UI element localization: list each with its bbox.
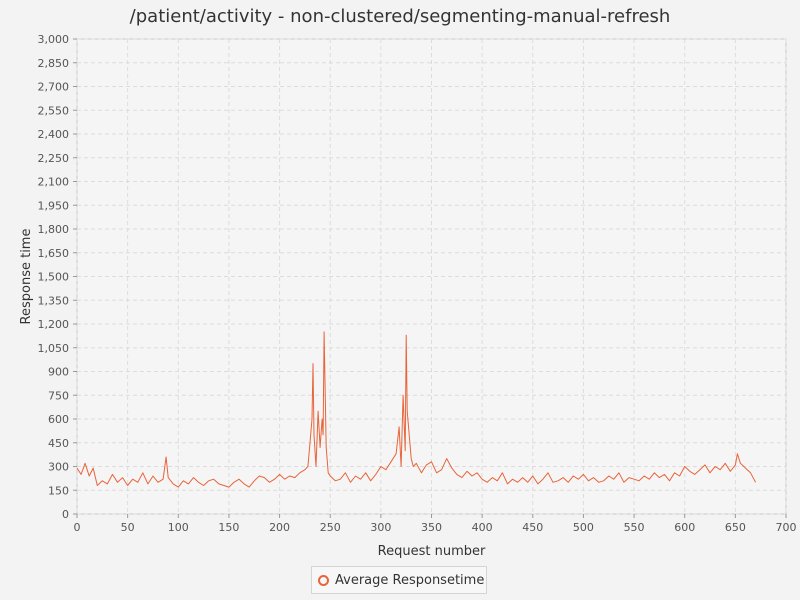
y-tick-label: 1,650: [38, 247, 70, 260]
x-tick-label: 250: [320, 521, 341, 534]
x-tick-label: 100: [168, 521, 189, 534]
x-tick-label: 650: [725, 521, 746, 534]
x-tick-label: 400: [472, 521, 493, 534]
legend: Average Responsetime: [311, 566, 487, 594]
y-tick-label: 3,000: [38, 33, 70, 46]
x-tick-label: 50: [121, 521, 135, 534]
y-tick-label: 2,250: [38, 152, 70, 165]
y-tick-label: 1,500: [38, 271, 70, 284]
x-tick-label: 550: [624, 521, 645, 534]
x-tick-label: 500: [573, 521, 594, 534]
x-tick-label: 300: [370, 521, 391, 534]
y-tick-label: 2,100: [38, 176, 70, 189]
y-tick-label: 1,050: [38, 342, 70, 355]
x-axis-ticks: 0 50 100 150 200 250 300 350 400 450 500 550 600 650 7…: [74, 514, 797, 534]
x-axis-label: Request number: [378, 544, 486, 559]
y-tick-label: 300: [48, 461, 69, 474]
x-tick-label: 450: [522, 521, 543, 534]
y-tick-label: 2,700: [38, 81, 70, 94]
y-tick-label: 0: [62, 508, 69, 521]
y-tick-label: 2,550: [38, 104, 70, 117]
legend-label: Average Responsetime: [335, 572, 485, 588]
y-tick-label: 150: [48, 484, 69, 497]
y-tick-label: 1,950: [38, 199, 70, 212]
y-axis-ticks: 0 150 300 450 600 750 900 1,050 1,200 1,350 1,500 1…: [38, 33, 77, 521]
grid: [76, 38, 787, 515]
y-tick-label: 2,850: [38, 57, 70, 70]
y-tick-label: 1,200: [38, 318, 70, 331]
y-tick-label: 600: [48, 413, 69, 426]
x-tick-label: 350: [421, 521, 442, 534]
x-tick-label: 700: [776, 521, 797, 534]
y-axis-label: Response time: [19, 229, 34, 325]
y-tick-label: 750: [48, 389, 69, 402]
x-tick-label: 600: [674, 521, 695, 534]
x-tick-label: 0: [74, 521, 81, 534]
series-layer: [76, 331, 757, 488]
y-tick-label: 1,800: [38, 223, 70, 236]
y-tick-label: 1,350: [38, 294, 70, 307]
y-tick-label: 2,400: [38, 128, 70, 141]
y-tick-label: 900: [48, 366, 69, 379]
y-tick-label: 450: [48, 437, 69, 450]
legend-marker-icon: [318, 574, 329, 586]
series-line: [76, 331, 757, 488]
x-tick-label: 150: [218, 521, 239, 534]
x-tick-label: 200: [269, 521, 290, 534]
chart-title: /patient/activity - non-clustered/segmen…: [129, 6, 671, 27]
